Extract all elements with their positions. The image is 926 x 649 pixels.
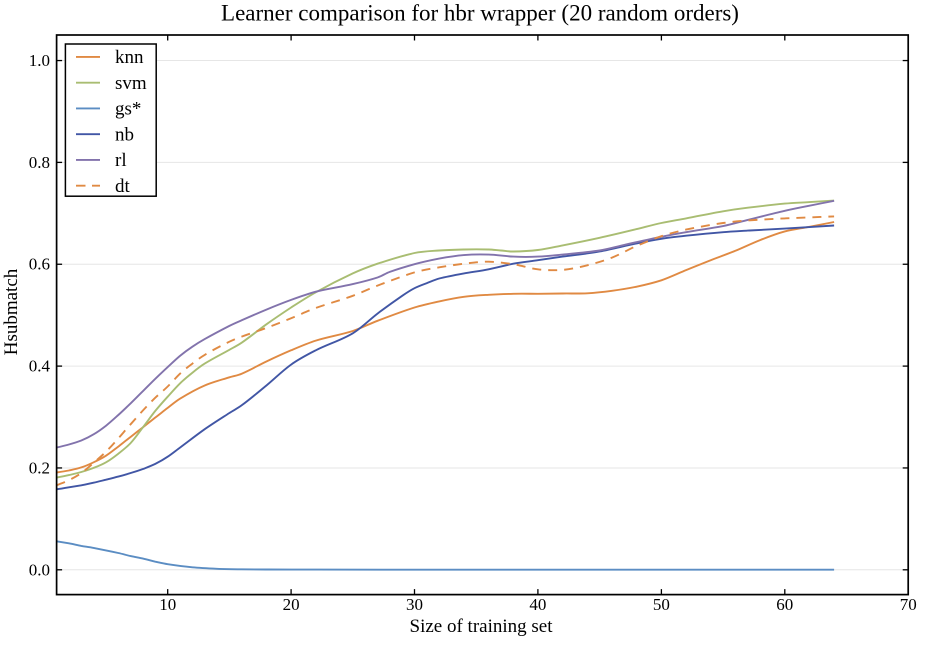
- svg-text:10: 10: [159, 595, 176, 614]
- svg-text:knn: knn: [115, 47, 144, 68]
- svg-text:1.0: 1.0: [29, 51, 50, 70]
- svg-text:0.6: 0.6: [29, 255, 50, 274]
- svg-text:Hsubmatch: Hsubmatch: [1, 268, 22, 355]
- svg-text:40: 40: [529, 595, 546, 614]
- svg-text:20: 20: [283, 595, 300, 614]
- svg-text:70: 70: [900, 595, 917, 614]
- svg-text:Size of training set: Size of training set: [410, 616, 554, 637]
- svg-text:dt: dt: [115, 176, 131, 197]
- svg-text:30: 30: [406, 595, 423, 614]
- svg-text:0.4: 0.4: [29, 357, 51, 376]
- svg-text:Learner comparison for hbr wra: Learner comparison for hbr wrapper (20 r…: [221, 1, 739, 26]
- svg-text:gs*: gs*: [115, 99, 141, 120]
- svg-text:rl: rl: [115, 150, 127, 171]
- svg-text:svm: svm: [115, 73, 147, 94]
- svg-text:0.0: 0.0: [29, 560, 50, 579]
- svg-text:0.8: 0.8: [29, 153, 50, 172]
- svg-text:50: 50: [653, 595, 670, 614]
- svg-text:60: 60: [776, 595, 793, 614]
- svg-text:0.2: 0.2: [29, 458, 50, 477]
- svg-text:nb: nb: [115, 124, 134, 145]
